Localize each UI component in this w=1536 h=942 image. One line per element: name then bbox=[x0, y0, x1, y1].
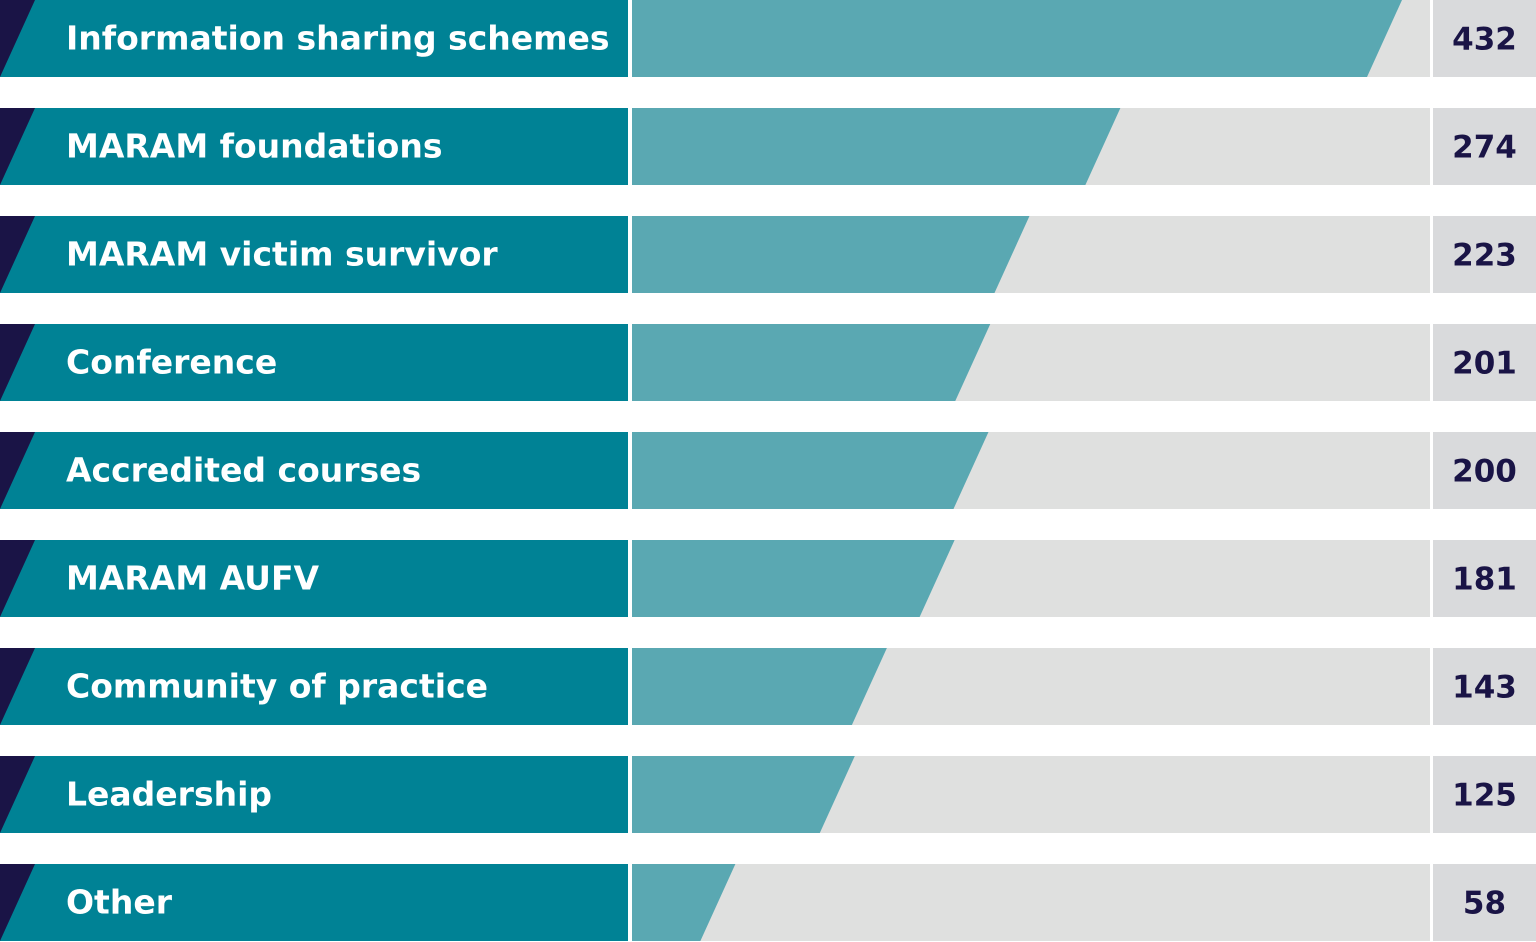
value-label: 201 bbox=[1452, 346, 1517, 382]
category-label-band bbox=[0, 0, 628, 77]
category-label: Community of practice bbox=[66, 667, 488, 706]
category-label-band bbox=[0, 216, 628, 293]
category-label-band bbox=[0, 756, 628, 833]
bar-row: Accredited courses 200 bbox=[0, 432, 1536, 509]
category-label-band bbox=[0, 864, 628, 941]
value-box bbox=[1433, 0, 1536, 77]
category-label: Accredited courses bbox=[66, 451, 421, 490]
bar-track bbox=[632, 864, 1430, 941]
category-label: Information sharing schemes bbox=[66, 19, 610, 58]
bar-row: Conference 201 bbox=[0, 324, 1536, 401]
value-label: 432 bbox=[1452, 22, 1517, 58]
bar bbox=[632, 648, 887, 725]
bar bbox=[632, 756, 855, 833]
category-label: Leadership bbox=[66, 775, 272, 814]
category-label: MARAM victim survivor bbox=[66, 235, 498, 274]
value-label: 125 bbox=[1452, 778, 1517, 814]
value-box bbox=[1433, 756, 1536, 833]
category-label: MARAM foundations bbox=[66, 127, 442, 166]
bar bbox=[632, 864, 736, 941]
bar-row: Community of practice 143 bbox=[0, 648, 1536, 725]
category-label-band bbox=[0, 324, 628, 401]
value-box bbox=[1433, 108, 1536, 185]
accent-stripe bbox=[0, 108, 35, 185]
value-box bbox=[1433, 324, 1536, 401]
accent-stripe bbox=[0, 648, 35, 725]
accent-stripe bbox=[0, 216, 35, 293]
bar-row: Leadership 125 bbox=[0, 756, 1536, 833]
bar bbox=[632, 216, 1030, 293]
value-box bbox=[1433, 216, 1536, 293]
accent-stripe bbox=[0, 432, 35, 509]
category-label: MARAM AUFV bbox=[66, 559, 320, 598]
value-label: 143 bbox=[1452, 670, 1517, 706]
bar-row: Information sharing schemes 432 bbox=[0, 0, 1536, 77]
value-label: 181 bbox=[1452, 562, 1517, 598]
category-label: Other bbox=[66, 883, 173, 922]
bar bbox=[632, 324, 991, 401]
value-label: 223 bbox=[1452, 238, 1517, 274]
bar bbox=[632, 108, 1121, 185]
category-label: Conference bbox=[66, 343, 277, 382]
accent-stripe bbox=[0, 864, 35, 941]
accent-stripe bbox=[0, 0, 35, 77]
value-label: 274 bbox=[1452, 130, 1517, 166]
bar bbox=[632, 432, 989, 509]
value-label: 200 bbox=[1452, 454, 1517, 490]
bar-row: MARAM victim survivor 223 bbox=[0, 216, 1536, 293]
category-label-band bbox=[0, 648, 628, 725]
value-box bbox=[1433, 648, 1536, 725]
accent-stripe bbox=[0, 756, 35, 833]
category-label-band bbox=[0, 432, 628, 509]
value-label: 58 bbox=[1463, 886, 1506, 922]
bar bbox=[632, 0, 1402, 77]
category-label-band bbox=[0, 108, 628, 185]
bar-row: Other 58 bbox=[0, 864, 1536, 941]
accent-stripe bbox=[0, 540, 35, 617]
bar bbox=[632, 540, 955, 617]
value-box bbox=[1433, 432, 1536, 509]
accent-stripe bbox=[0, 324, 35, 401]
value-box bbox=[1433, 864, 1536, 941]
bar-row: MARAM AUFV 181 bbox=[0, 540, 1536, 617]
bar-row: MARAM foundations 274 bbox=[0, 108, 1536, 185]
category-label-band bbox=[0, 540, 628, 617]
value-box bbox=[1433, 540, 1536, 617]
